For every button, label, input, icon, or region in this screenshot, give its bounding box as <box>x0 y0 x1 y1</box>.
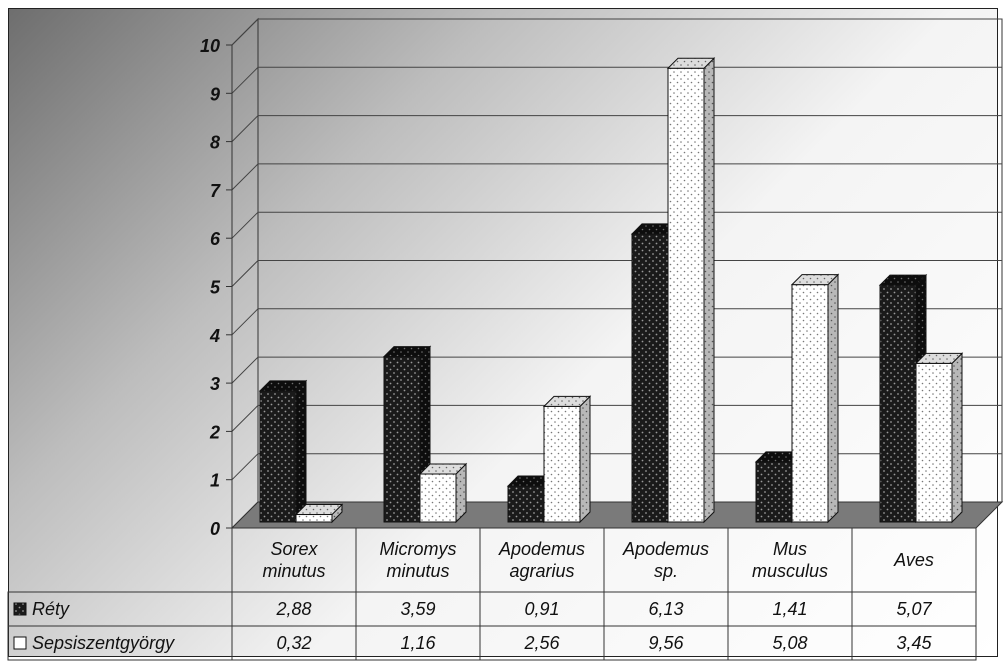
bar-rety <box>258 379 308 524</box>
x-category-label: Apodemus <box>622 539 709 559</box>
y-tick-label: 9 <box>210 84 220 104</box>
bar-side <box>295 379 307 524</box>
y-tick-label: 2 <box>209 422 220 442</box>
y-tick-label: 0 <box>210 519 220 539</box>
bar-front <box>543 405 581 523</box>
bar-top <box>418 463 468 475</box>
bar-side <box>703 57 715 524</box>
bar-front <box>631 233 669 523</box>
x-category-label: Mus <box>773 539 807 559</box>
gridline <box>231 453 1002 481</box>
bar-top <box>382 346 432 358</box>
bar-top <box>542 395 592 407</box>
bar-top <box>790 274 840 286</box>
gridline <box>231 211 1002 239</box>
x-category-label: Micromys <box>380 539 457 559</box>
table-cell-value: 2,56 <box>523 633 560 653</box>
bar-sepsiszentgyorgy <box>914 352 964 524</box>
x-category-label: agrarius <box>509 561 574 581</box>
gridline <box>231 18 1002 46</box>
table-cell-value: 1,41 <box>772 599 807 619</box>
bar-sepsiszentgyorgy <box>542 395 592 524</box>
table-cell-value: 5,08 <box>772 633 807 653</box>
x-category-label: musculus <box>752 561 828 581</box>
gridline <box>231 404 1002 432</box>
bar-top <box>258 380 308 392</box>
bar-side <box>827 273 839 524</box>
legend-label-rety: Réty <box>32 599 70 619</box>
gridline <box>231 308 1002 336</box>
x-category-label: minutus <box>262 561 325 581</box>
bar-front <box>295 514 333 523</box>
y-tick-label: 5 <box>210 278 221 298</box>
gridline <box>231 66 1002 94</box>
bar-front <box>791 284 829 523</box>
table-row <box>7 591 977 627</box>
table-cell-value: 6,13 <box>648 599 683 619</box>
gridline <box>231 163 1002 191</box>
bar-front <box>879 284 917 523</box>
table-cell-value: 9,56 <box>648 633 684 653</box>
bar-front <box>507 485 545 523</box>
legend-swatch-rety <box>13 602 27 616</box>
bar-top <box>914 352 964 364</box>
table-cell-value: 0,32 <box>276 633 311 653</box>
bar-sepsiszentgyorgy <box>790 273 840 524</box>
x-category-label: Sorex <box>270 539 318 559</box>
legend-label-sepsiszentgyorgy: Sepsiszentgyörgy <box>32 633 175 653</box>
table-cell-value: 5,07 <box>896 599 932 619</box>
legend-swatch-sepsiszentgyorgy <box>13 636 27 650</box>
bar-front <box>915 362 953 523</box>
bar-front <box>383 356 421 523</box>
gridline <box>231 115 1002 142</box>
bar-front <box>667 67 705 523</box>
bar-sepsiszentgyorgy <box>294 503 344 524</box>
y-tick-label: 4 <box>209 326 220 346</box>
table-cell-value: 3,45 <box>896 633 932 653</box>
bar-sepsiszentgyorgy <box>666 57 716 524</box>
y-tick-label: 10 <box>200 36 220 56</box>
table-cell-value: 1,16 <box>400 633 436 653</box>
bar-side <box>579 395 591 524</box>
bar-top <box>878 274 928 286</box>
bar-top <box>666 57 716 69</box>
table-cell-value: 2,88 <box>275 599 311 619</box>
x-category-label: Aves <box>893 550 934 570</box>
bar-side <box>951 352 963 524</box>
bar-sepsiszentgyorgy <box>418 462 468 524</box>
y-tick-label: 6 <box>210 229 221 249</box>
y-tick-label: 8 <box>210 133 220 153</box>
x-category-label: sp. <box>654 561 678 581</box>
table-cell-value: 3,59 <box>400 599 435 619</box>
y-tick-label: 3 <box>210 374 220 394</box>
bar-front <box>755 461 793 523</box>
bar-top <box>294 504 344 516</box>
y-tick-label: 1 <box>210 471 220 491</box>
y-tick-label: 7 <box>210 181 221 201</box>
gridline <box>231 260 1002 287</box>
x-category-label: Apodemus <box>498 539 585 559</box>
x-category-label: minutus <box>386 561 449 581</box>
table-cell-value: 0,91 <box>524 599 559 619</box>
bar-front <box>259 390 297 523</box>
gridline <box>231 356 1002 384</box>
bar-front <box>419 473 457 523</box>
